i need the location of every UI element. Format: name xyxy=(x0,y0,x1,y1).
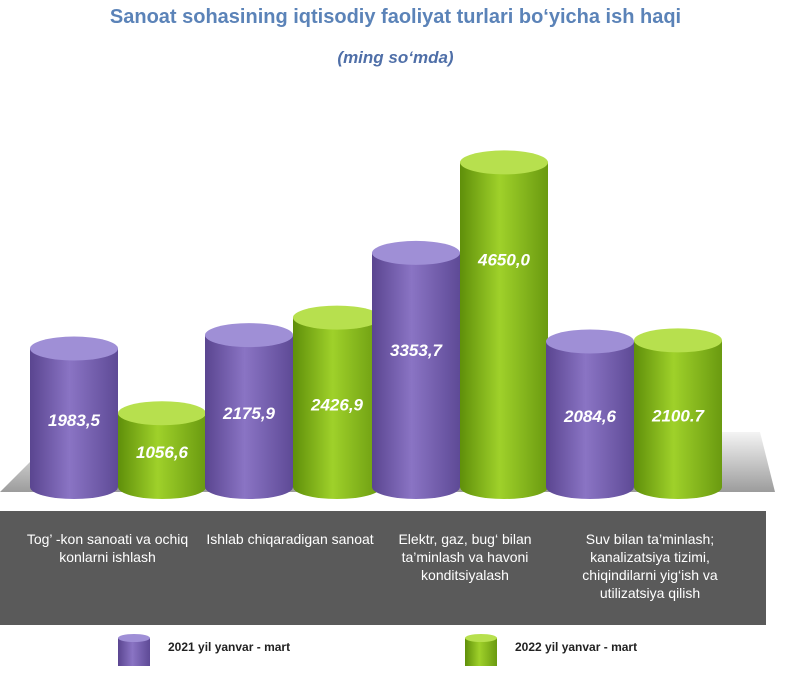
data-label: 2175,9 xyxy=(222,404,276,423)
data-label: 3353,7 xyxy=(390,341,444,360)
data-label: 1983,5 xyxy=(48,411,101,430)
category-band xyxy=(0,511,766,625)
legend-swatch xyxy=(118,634,150,666)
data-label: 4650,0 xyxy=(477,250,531,269)
data-label: 1056,6 xyxy=(136,443,189,462)
chart-subtitle: (ming so‘mda) xyxy=(337,48,454,67)
legend-label: 2021 yil yanvar - mart xyxy=(168,640,291,654)
legend-swatch xyxy=(465,634,497,666)
data-label: 2100.7 xyxy=(651,407,706,426)
chart-title: Sanoat sohasining iqtisodiy faoliyat tur… xyxy=(109,6,682,28)
bar xyxy=(293,305,381,499)
bar xyxy=(118,401,206,499)
bar xyxy=(546,329,634,499)
data-label: 2084,6 xyxy=(563,407,617,426)
category-label: Suv bilan ta’minlash; kanalizatsiya tizi… xyxy=(582,531,718,601)
legend-label: 2022 yil yanvar - mart xyxy=(515,640,638,654)
bar xyxy=(634,328,722,499)
data-label: 2426,9 xyxy=(310,395,364,414)
bar xyxy=(30,336,118,499)
category-label: Tog’ -kon sanoati va ochiq konlarni ishl… xyxy=(26,531,189,565)
bar xyxy=(372,240,460,499)
bar xyxy=(460,150,548,499)
category-label: Ishlab chiqaradigan sanoat xyxy=(206,531,374,547)
bar xyxy=(205,323,293,499)
category-label: Elektr, gaz, bug‘ bilan ta’minlash va ha… xyxy=(398,531,532,583)
